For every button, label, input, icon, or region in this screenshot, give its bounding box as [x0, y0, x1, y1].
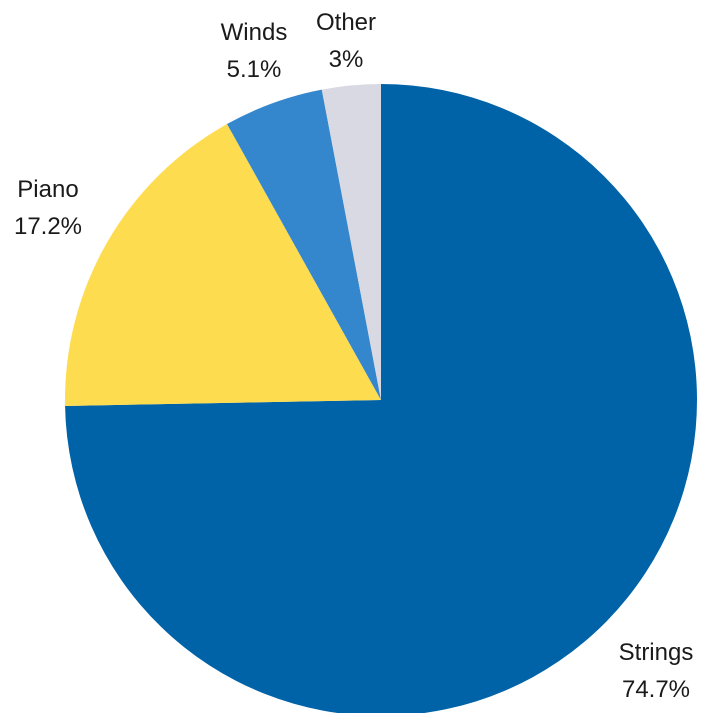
- slice-value-piano: 17.2%: [14, 213, 82, 240]
- slice-label-strings: Strings: [619, 639, 694, 666]
- pie-slice-other: [321, 84, 381, 400]
- slice-label-other: Other: [316, 9, 376, 36]
- pie-labels: Strings 74.7% Piano 17.2% Winds 5.1% Oth…: [14, 9, 693, 703]
- pie-slice-winds: [227, 89, 381, 400]
- slice-label-piano: Piano: [17, 176, 78, 203]
- slice-label-winds: Winds: [221, 19, 288, 46]
- pie-slices: [65, 84, 697, 713]
- slice-value-winds: 5.1%: [227, 56, 282, 83]
- pie-slice-strings: [65, 84, 697, 713]
- pie-slice-piano: [65, 124, 381, 406]
- slice-value-other: 3%: [329, 46, 364, 73]
- slice-value-strings: 74.7%: [622, 676, 690, 703]
